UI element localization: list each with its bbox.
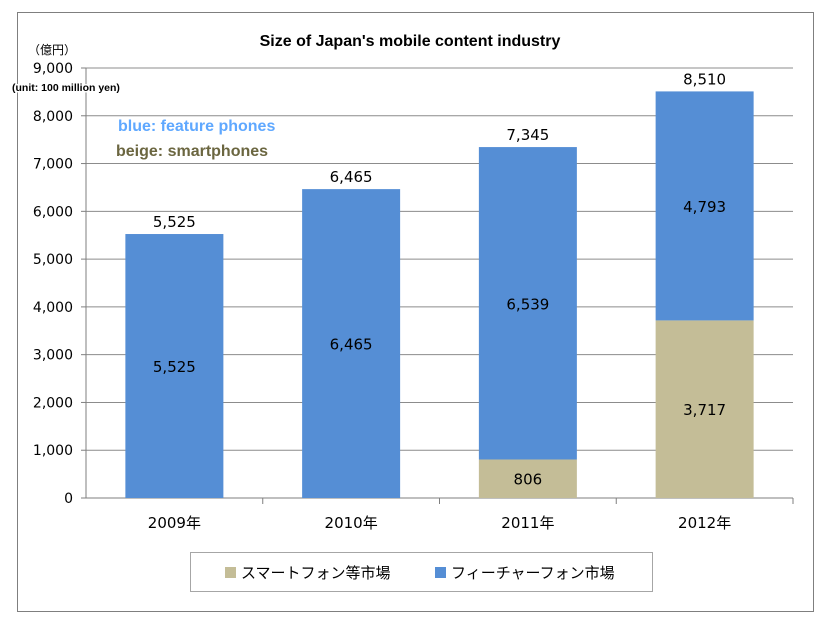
unit-label-jp: （億円） xyxy=(28,43,76,57)
unit-label-en: (unit: 100 million yen) xyxy=(12,82,120,94)
x-tick-label: 2009年 xyxy=(148,514,201,532)
bar-feature-phone xyxy=(655,91,754,321)
legend-swatch-smartphone xyxy=(225,566,236,578)
x-tick-label: 2010年 xyxy=(325,514,378,532)
y-tick-label: 1,000 xyxy=(33,443,73,459)
bars xyxy=(125,91,754,498)
y-tick-label: 7,000 xyxy=(33,157,73,173)
chart-title: Size of Japan's mobile content industry xyxy=(260,33,561,50)
bar-value-label: 6,539 xyxy=(506,295,549,313)
bar-smartphone xyxy=(478,459,577,498)
y-tick-label: 4,000 xyxy=(33,300,73,316)
bar-smartphone xyxy=(655,320,754,498)
y-tick-label: 6,000 xyxy=(33,204,73,220)
bar-value-label: 6,465 xyxy=(330,336,373,354)
bar-total-label: 8,510 xyxy=(683,70,726,88)
bar-value-label: 5,525 xyxy=(153,358,196,376)
bar-total-label: 6,465 xyxy=(330,168,373,186)
legend: スマートフォン等市場 フィーチャーフォン市場 xyxy=(190,552,653,592)
x-tick-label: 2012年 xyxy=(678,514,731,532)
y-tick-label: 0 xyxy=(64,491,73,507)
annotation-feature-phones: blue: feature phones xyxy=(118,118,275,135)
y-tick-label: 8,000 xyxy=(33,109,73,125)
y-tick-label: 5,000 xyxy=(33,252,73,268)
x-tick-label: 2011年 xyxy=(501,514,554,532)
legend-item-feature-phone: フィーチャーフォン市場 xyxy=(435,553,615,591)
axes: 0 1,000 2,000 3,000 4,000 5,000 6,000 7,000 8,00… xyxy=(33,61,794,532)
bar-total-label: 5,525 xyxy=(153,213,196,231)
bar-value-label: 806 xyxy=(514,471,543,489)
bar-feature-phone xyxy=(478,147,577,460)
bar-value-label: 4,793 xyxy=(683,198,726,216)
legend-item-smartphone: スマートフォン等市場 xyxy=(225,553,391,591)
legend-swatch-feature-phone xyxy=(435,566,446,578)
legend-label-smartphone: スマートフォン等市場 xyxy=(241,563,391,582)
legend-label-feature-phone: フィーチャーフォン市場 xyxy=(451,563,615,582)
y-tick-label: 3,000 xyxy=(33,348,73,364)
bar-feature-phone xyxy=(125,234,224,498)
bar-value-label: 3,717 xyxy=(683,401,726,419)
labels: 5,525 5,525 6,465 6,465 806 6,539 7,345 3,717 4,… xyxy=(153,70,726,488)
bar-feature-phone xyxy=(302,189,401,498)
bar-total-label: 7,345 xyxy=(506,126,549,144)
annotation-smartphones: beige: smartphones xyxy=(116,143,268,160)
y-tick-label: 9,000 xyxy=(33,61,73,77)
y-tick-label: 2,000 xyxy=(33,395,73,411)
